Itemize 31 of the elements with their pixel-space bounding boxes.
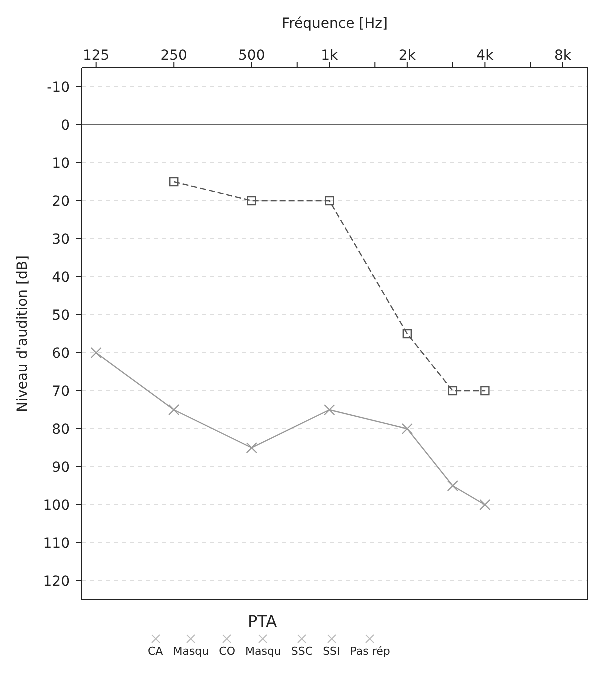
y-tick-label: 0 xyxy=(61,118,70,134)
x-tick-label: 125 xyxy=(82,48,110,64)
y-tick-label: 70 xyxy=(52,384,70,400)
text: CO xyxy=(219,645,236,658)
text: Masqu xyxy=(173,645,210,658)
y-tick-label: 30 xyxy=(52,232,70,248)
text: PTA xyxy=(247,612,278,631)
y-tick-label: 80 xyxy=(52,422,70,438)
x-tick-label: 1k xyxy=(321,48,340,64)
x-tick-label: 500 xyxy=(238,48,266,64)
x-tick-label: 4k xyxy=(476,48,495,64)
y-tick-label: 120 xyxy=(43,574,70,590)
y-tick-label: 50 xyxy=(52,308,70,324)
y-tick-label: 20 xyxy=(52,194,70,210)
y-tick-label: 110 xyxy=(43,536,70,552)
text: CA xyxy=(148,645,164,658)
text: Masqu xyxy=(245,645,282,658)
text: SSC xyxy=(291,645,314,658)
y-tick-label: 10 xyxy=(52,156,70,172)
y-tick-label: 100 xyxy=(43,498,70,514)
y-tick-label: 60 xyxy=(52,346,70,362)
y-axis-title: Niveau d'audition [dB] xyxy=(14,256,31,412)
y-tick-label: 40 xyxy=(52,270,70,286)
y-tick-label: 90 xyxy=(52,460,70,476)
y-tick-label: -10 xyxy=(47,80,70,96)
x-tick-label: 8k xyxy=(554,48,572,64)
x-tick-label: 250 xyxy=(160,48,188,64)
text: SSI xyxy=(323,645,340,658)
x-tick-label: 2k xyxy=(398,48,417,64)
x-axis-title: Fréquence [Hz] xyxy=(282,16,388,32)
text: Pas rép xyxy=(350,645,390,658)
